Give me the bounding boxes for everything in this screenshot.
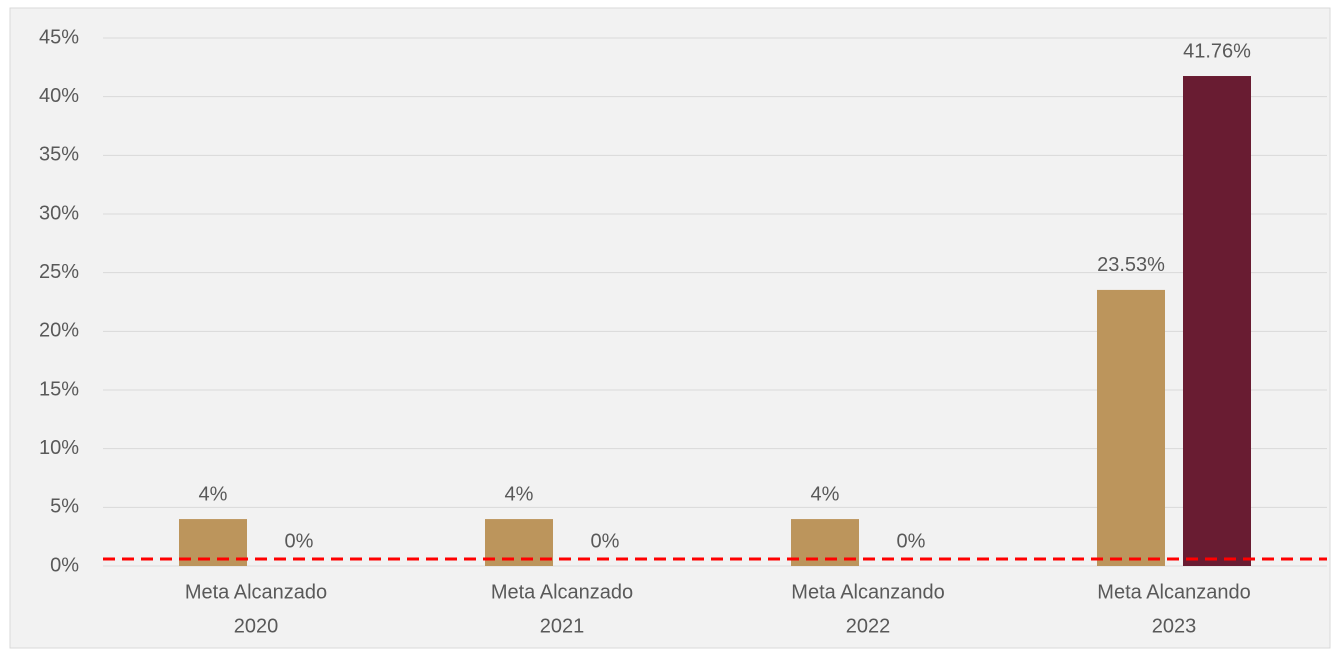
data-label: 23.53% xyxy=(1097,254,1165,276)
data-label: 0% xyxy=(897,530,926,552)
x-tick-label: Meta Alcanzado xyxy=(491,581,633,603)
bar xyxy=(1097,289,1165,566)
y-tick-label: 15% xyxy=(39,378,79,400)
x-tick-label: 2023 xyxy=(1152,615,1197,637)
data-label: 4% xyxy=(505,483,534,505)
data-label: 4% xyxy=(811,483,840,505)
y-tick-label: 45% xyxy=(39,26,79,48)
data-label: 4% xyxy=(199,483,228,505)
y-tick-label: 0% xyxy=(50,554,79,576)
x-tick-label: 2020 xyxy=(234,615,279,637)
y-tick-label: 20% xyxy=(39,320,79,342)
y-tick-label: 30% xyxy=(39,202,79,224)
y-tick-label: 5% xyxy=(50,496,79,518)
data-label: 0% xyxy=(285,530,314,552)
x-tick-label: 2021 xyxy=(540,615,585,637)
y-tick-label: 40% xyxy=(39,85,79,107)
y-tick-label: 10% xyxy=(39,437,79,459)
data-label: 0% xyxy=(591,530,620,552)
x-tick-label: Meta Alcanzado xyxy=(185,581,327,603)
data-label: 41.76% xyxy=(1183,40,1251,62)
x-tick-label: Meta Alcanzando xyxy=(791,581,944,603)
y-tick-label: 35% xyxy=(39,144,79,166)
bar xyxy=(1183,76,1251,567)
x-tick-label: Meta Alcanzando xyxy=(1097,581,1250,603)
x-tick-label: 2022 xyxy=(846,615,891,637)
y-tick-label: 25% xyxy=(39,261,79,283)
